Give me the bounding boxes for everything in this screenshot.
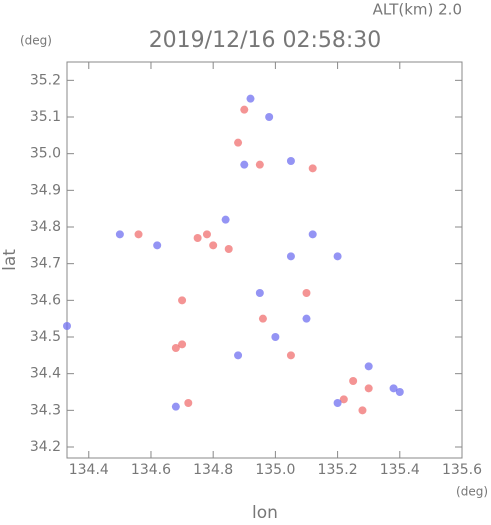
echo-point	[178, 296, 187, 305]
echo-point	[202, 230, 211, 239]
echo-point	[364, 362, 373, 371]
altitude-label: ALT(km) 2.0	[373, 1, 462, 19]
y-tick-label: 34.3	[30, 402, 61, 418]
y-tick-label: 34.2	[30, 439, 61, 455]
echo-point	[234, 351, 243, 360]
echo-point	[286, 157, 295, 165]
y-tick-label: 34.5	[30, 329, 61, 345]
echo-point	[395, 388, 404, 396]
echo-point	[308, 230, 317, 239]
echo-point	[63, 322, 71, 330]
echo-point	[246, 94, 255, 103]
echo-point	[286, 351, 295, 360]
echo-point	[184, 399, 193, 407]
x-tick-label: 135.2	[318, 462, 358, 478]
x-tick-label: 135.0	[255, 462, 295, 478]
echo-point	[389, 384, 398, 393]
echo-point	[255, 160, 264, 169]
x-tick-label: 134.4	[69, 462, 109, 478]
echo-point	[358, 406, 367, 415]
echo-point	[302, 314, 311, 323]
x-axis-label: lon	[252, 503, 278, 521]
echo-point	[364, 384, 373, 393]
echo-point	[171, 344, 180, 352]
x-tick-label: 135.4	[380, 462, 420, 478]
y-tick-label: 34.8	[30, 219, 61, 235]
echo-point	[302, 289, 311, 297]
echo-point	[234, 138, 243, 147]
echo-point	[271, 333, 280, 341]
x-tick-label: 135.6	[442, 462, 482, 478]
echo-point	[286, 252, 295, 261]
echo-point	[178, 340, 187, 349]
x-tick-label: 134.8	[193, 462, 233, 478]
echo-point	[153, 241, 162, 250]
chart-title: 2019/12/16 02:58:30	[149, 28, 382, 53]
echo-point	[349, 377, 358, 385]
y-tick-label: 34.6	[30, 292, 61, 308]
y-unit: (deg)	[20, 34, 52, 48]
echo-point	[255, 289, 264, 297]
echo-point	[265, 113, 274, 121]
echo-point	[171, 402, 180, 411]
y-tick-label: 35.0	[30, 146, 61, 162]
y-tick-label: 34.7	[30, 256, 61, 272]
echo-point	[240, 105, 249, 114]
plot-frame	[66, 61, 463, 459]
echo-point	[134, 230, 143, 239]
echo-point	[115, 230, 124, 239]
echo-point	[221, 215, 230, 224]
echo-point	[258, 314, 267, 323]
echo-point	[193, 234, 202, 242]
echo-point	[224, 245, 233, 253]
y-tick-label: 34.9	[30, 182, 61, 198]
echo-point	[339, 395, 348, 404]
y-axis-label: lat	[0, 249, 20, 271]
echo-point	[333, 252, 342, 261]
echo-point	[308, 164, 317, 173]
echo-point	[240, 160, 249, 169]
x-tick-label: 134.6	[131, 462, 171, 478]
echo-point	[333, 399, 342, 407]
y-tick-label: 34.4	[30, 366, 61, 382]
echo-point	[209, 241, 218, 250]
y-tick-label: 35.2	[30, 72, 61, 88]
x-unit: (deg)	[456, 485, 488, 499]
y-tick-label: 35.1	[30, 109, 61, 125]
